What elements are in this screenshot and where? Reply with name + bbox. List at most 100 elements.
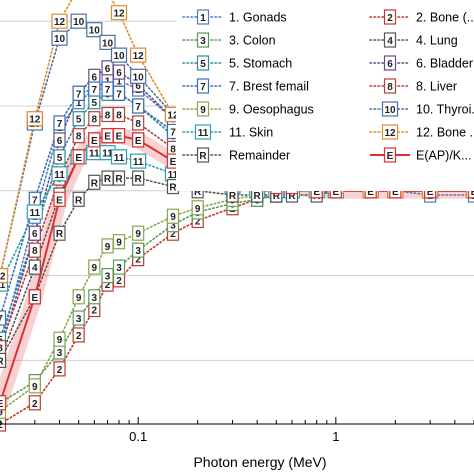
- marker-12: 12: [51, 13, 68, 29]
- series-line-3: [0, 190, 474, 404]
- svg-text:2: 2: [57, 365, 63, 376]
- marker-r: R: [88, 174, 101, 190]
- svg-text:9: 9: [0, 407, 3, 418]
- marker-3: 3: [88, 289, 101, 305]
- marker-11: 11: [51, 166, 68, 182]
- svg-text:7: 7: [0, 314, 3, 325]
- legend-label: 1. Gonads: [229, 11, 287, 25]
- svg-text:11: 11: [0, 280, 6, 291]
- svg-text:E: E: [135, 136, 142, 147]
- legend-item: 11 11. Skin: [182, 124, 273, 140]
- svg-text:9: 9: [195, 204, 201, 215]
- legend-item: 10 10. Thyroi...: [369, 101, 474, 117]
- svg-text:9: 9: [76, 293, 82, 304]
- marker-e: E: [72, 149, 85, 165]
- series-line-2: [0, 190, 474, 425]
- legend-item: 1 1. Gonads: [182, 9, 287, 25]
- svg-text:3: 3: [135, 246, 141, 257]
- marker-8: 8: [28, 242, 41, 258]
- svg-text:11: 11: [133, 157, 144, 168]
- svg-text:5: 5: [57, 153, 63, 164]
- marker-5: 5: [88, 94, 101, 110]
- svg-text:11: 11: [102, 149, 113, 160]
- marker-10: 10: [130, 68, 147, 84]
- marker-6: 6: [88, 68, 101, 84]
- svg-text:6: 6: [387, 59, 393, 70]
- marker-7: 7: [101, 81, 114, 97]
- marker-9: 9: [132, 225, 145, 241]
- svg-text:3: 3: [57, 348, 63, 359]
- svg-text:2: 2: [135, 255, 141, 266]
- svg-text:R: R: [135, 174, 143, 185]
- marker-r: R: [112, 170, 126, 186]
- svg-text:7: 7: [170, 127, 176, 138]
- marker-8: 8: [72, 128, 85, 144]
- marker-r: R: [0, 352, 7, 368]
- svg-text:5: 5: [76, 115, 82, 126]
- marker-r: R: [53, 225, 66, 241]
- marker-12: 12: [26, 111, 43, 127]
- svg-text:R: R: [169, 183, 177, 194]
- marker-3: 3: [72, 310, 85, 326]
- marker-7: 7: [0, 310, 7, 326]
- svg-text:2: 2: [0, 420, 3, 431]
- marker-6: 6: [28, 225, 41, 241]
- marker-3: 3: [112, 259, 126, 275]
- svg-text:11: 11: [54, 170, 65, 181]
- svg-text:E: E: [104, 132, 111, 143]
- svg-text:11: 11: [89, 149, 100, 160]
- svg-text:E: E: [332, 187, 339, 198]
- svg-text:2: 2: [76, 331, 82, 342]
- legend-label: 7. Brest femail: [229, 80, 309, 94]
- legend-label: 12. Bone ...: [416, 126, 474, 140]
- svg-text:R: R: [75, 195, 83, 206]
- legend-item: 4 4. Lung: [369, 32, 458, 48]
- marker-9: 9: [112, 234, 126, 250]
- svg-text:2: 2: [195, 216, 201, 227]
- svg-text:R: R: [104, 174, 112, 185]
- svg-text:8: 8: [76, 132, 82, 143]
- marker-3: 3: [101, 268, 114, 284]
- marker-3: 3: [53, 344, 66, 360]
- marker-9: 9: [191, 200, 204, 216]
- x-tick-label: 0.1: [129, 429, 147, 444]
- svg-text:12: 12: [0, 272, 6, 283]
- marker-e: E: [112, 128, 126, 144]
- marker-7: 7: [132, 98, 145, 114]
- svg-text:8: 8: [105, 110, 111, 121]
- x-axis-title: Photon energy (MeV): [193, 454, 326, 470]
- marker-9: 9: [53, 331, 66, 347]
- svg-text:8: 8: [170, 144, 176, 155]
- marker-10: 10: [70, 13, 87, 29]
- marker-r: R: [132, 170, 145, 186]
- svg-text:E: E: [387, 151, 394, 162]
- svg-text:E: E: [313, 187, 320, 198]
- legend-item: 3 3. Colon: [182, 32, 276, 48]
- svg-text:R: R: [0, 356, 4, 367]
- svg-text:7: 7: [200, 82, 206, 93]
- svg-text:10: 10: [54, 34, 66, 45]
- svg-text:R: R: [199, 151, 207, 162]
- svg-text:2: 2: [32, 399, 38, 410]
- svg-text:E: E: [75, 153, 82, 164]
- svg-text:6: 6: [32, 229, 38, 240]
- svg-text:6: 6: [57, 136, 63, 147]
- svg-text:3: 3: [200, 36, 206, 47]
- svg-text:3: 3: [170, 221, 176, 232]
- legend-label: E(AP)/K...: [416, 149, 472, 163]
- svg-text:R: R: [91, 178, 99, 189]
- svg-text:1: 1: [116, 77, 122, 88]
- marker-5: 5: [72, 111, 85, 127]
- svg-text:3: 3: [76, 314, 82, 325]
- svg-text:12: 12: [54, 17, 66, 28]
- svg-text:6: 6: [135, 81, 141, 92]
- marker-7: 7: [112, 85, 126, 101]
- marker-10: 10: [51, 30, 68, 46]
- svg-text:E: E: [116, 132, 123, 143]
- svg-text:9: 9: [32, 382, 38, 393]
- legend-label: 3. Colon: [229, 34, 276, 48]
- svg-text:11: 11: [168, 170, 179, 181]
- marker-2: 2: [28, 395, 41, 411]
- svg-text:E: E: [392, 187, 399, 198]
- svg-text:8: 8: [387, 82, 393, 93]
